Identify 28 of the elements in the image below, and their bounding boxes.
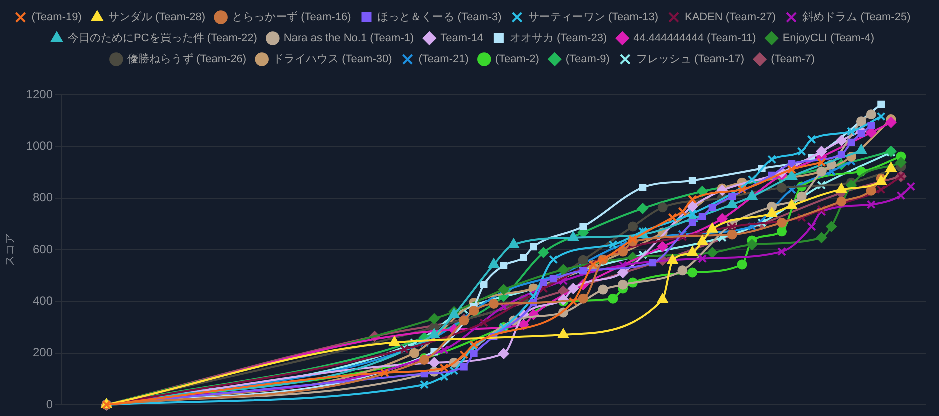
legend-label: フレッシュ (Team-17) bbox=[636, 54, 745, 66]
legend-label: オオサカ (Team-23) bbox=[510, 32, 608, 45]
legend-label: EnjoyCLI (Team-4) bbox=[782, 32, 875, 45]
y-tick-label: 600 bbox=[32, 242, 54, 256]
legend-label: (Team-21) bbox=[418, 54, 469, 66]
legend-label: 優勝ねらうず (Team-26) bbox=[127, 52, 247, 66]
y-tick-label: 0 bbox=[46, 397, 54, 412]
legend-label: (Team-19) bbox=[32, 12, 82, 24]
legend-label: Team-14 bbox=[440, 32, 484, 45]
y-tick-label: 400 bbox=[32, 294, 54, 308]
legend-label: Nara as the No.1 (Team-1) bbox=[284, 32, 414, 45]
y-tick-label: 1000 bbox=[26, 138, 54, 153]
y-tick-label: 200 bbox=[32, 346, 54, 360]
y-tick-label: 800 bbox=[32, 190, 54, 205]
legend-label: とらっかーず (Team-16) bbox=[232, 10, 352, 24]
legend-label: ほっと＆くーる (Team-3) bbox=[378, 12, 502, 24]
y-tick-label: 1200 bbox=[26, 87, 54, 102]
legend-label: (Team-2) bbox=[495, 54, 540, 66]
legend-label: 斜めドラム (Team-25) bbox=[802, 12, 911, 24]
legend-label: ドライハウス (Team-30) bbox=[273, 54, 392, 66]
legend-label: サーティーワン (Team-13) bbox=[528, 12, 658, 24]
legend-label: 今日のためにPCを買った件 (Team-22) bbox=[68, 32, 258, 45]
legend-label: (Team-7) bbox=[771, 54, 816, 66]
legend-label: (Team-9) bbox=[566, 54, 610, 66]
y-axis-title: スコア bbox=[4, 234, 17, 266]
legend-label: KADEN (Team-27) bbox=[684, 12, 776, 24]
legend-label: 44.444444444 (Team-11) bbox=[634, 32, 756, 45]
legend-label: サンダル (Team-28) bbox=[108, 12, 206, 24]
